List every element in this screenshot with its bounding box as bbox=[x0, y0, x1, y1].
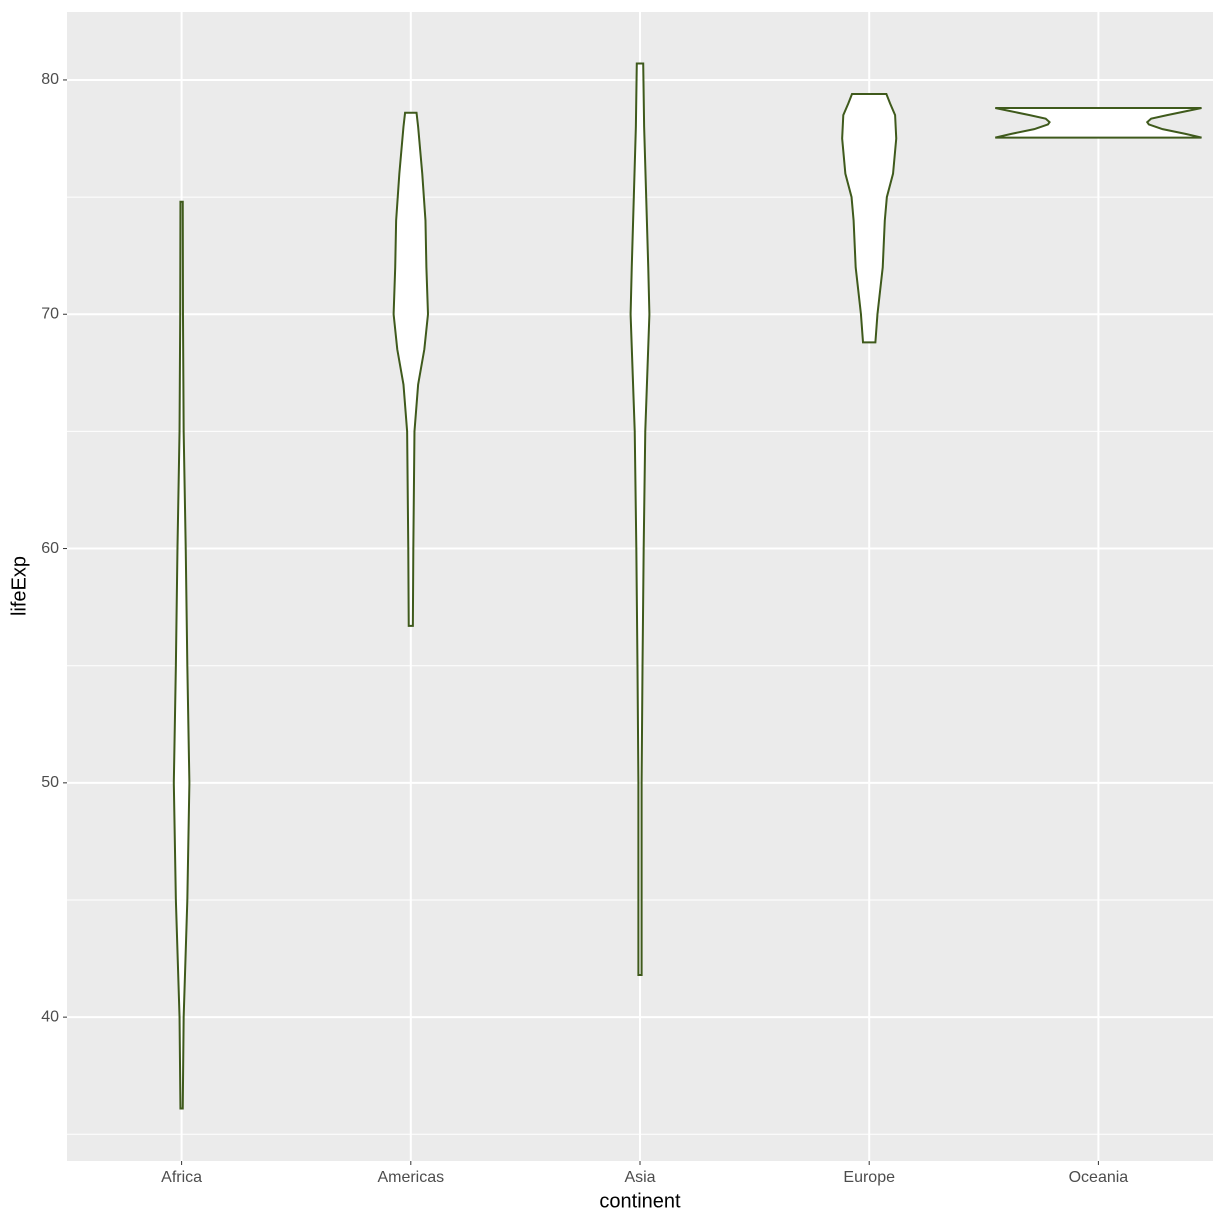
violin bbox=[172, 200, 191, 1110]
y-tick-label: 50 bbox=[41, 774, 59, 791]
y-tick-label: 60 bbox=[41, 540, 59, 557]
x-tick-label: Americas bbox=[377, 1169, 444, 1186]
violin bbox=[995, 107, 1202, 139]
y-tick-label: 80 bbox=[41, 71, 59, 88]
x-tick-label: Asia bbox=[624, 1169, 655, 1186]
x-tick-label: Oceania bbox=[1069, 1169, 1129, 1186]
violin bbox=[841, 93, 898, 344]
violin bbox=[392, 111, 429, 627]
x-tick-label: Europe bbox=[843, 1169, 895, 1186]
x-axis-title: continent bbox=[599, 1190, 681, 1212]
violin bbox=[629, 62, 651, 976]
y-axis-title: lifeExp bbox=[8, 556, 30, 616]
x-tick-label: Africa bbox=[161, 1169, 202, 1186]
y-tick-label: 40 bbox=[41, 1008, 59, 1025]
y-tick-label: 70 bbox=[41, 305, 59, 322]
